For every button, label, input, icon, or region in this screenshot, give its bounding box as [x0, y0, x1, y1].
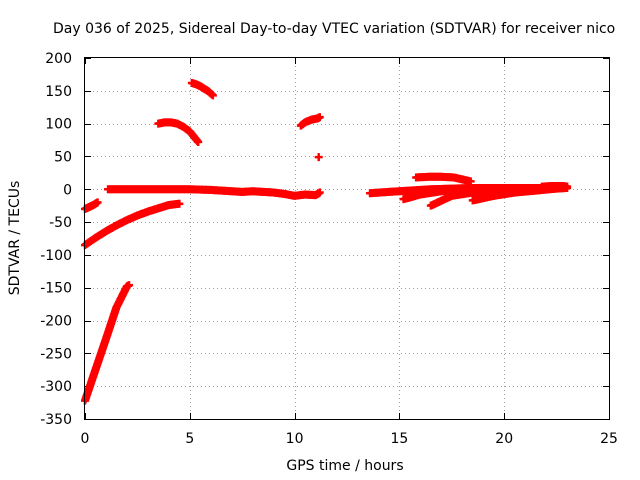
y-tick-label: -300 [40, 379, 72, 395]
data-point [208, 91, 217, 100]
y-tick-label: 0 [63, 182, 72, 198]
x-axis-label: GPS time / hours [286, 458, 403, 474]
y-tick-label: 150 [45, 84, 72, 100]
series-arc-1 [81, 281, 134, 405]
series-arc-8 [314, 153, 323, 162]
data-point [125, 281, 134, 290]
y-tick-label: -200 [40, 314, 72, 330]
plot-frame [84, 57, 610, 420]
series-arc-14 [537, 181, 572, 191]
series-arc-3 [81, 199, 184, 250]
y-tick-label: -100 [40, 248, 72, 264]
y-tick-label: -50 [49, 215, 72, 231]
series-arc-11 [412, 172, 475, 186]
series-arc-4 [104, 185, 324, 200]
data-point [315, 113, 324, 122]
data-point [175, 199, 184, 208]
data-point [314, 153, 323, 162]
axis-ticks: 0 5 10 15 20 25 -350 -300 -250 -200 -150 -100 -50 0 50… [40, 51, 618, 447]
data-point [466, 177, 475, 186]
x-tick-label: 20 [495, 431, 513, 447]
data-point [315, 188, 324, 197]
y-tick-label: -250 [40, 346, 72, 362]
x-tick-label: 25 [600, 431, 618, 447]
data-point [194, 138, 203, 147]
x-tick-label: 10 [286, 431, 304, 447]
x-tick-label: 5 [185, 431, 194, 447]
series-arc-5 [154, 118, 203, 147]
x-tick-label: 0 [81, 431, 90, 447]
y-tick-label: 100 [45, 117, 72, 133]
y-tick-label: 50 [54, 149, 72, 165]
x-tick-label: 15 [390, 431, 408, 447]
y-axis-label: SDTVAR / TECUs [7, 181, 23, 296]
chart-title: Day 036 of 2025, Sidereal Day-to-day VTE… [53, 21, 615, 37]
grid [85, 58, 609, 419]
data-points [81, 78, 572, 405]
series-arc-7 [296, 113, 324, 130]
data-point [93, 198, 102, 207]
data-point [563, 182, 572, 191]
y-tick-label: -150 [40, 281, 72, 297]
series-arc-6 [187, 78, 217, 100]
y-tick-label: 200 [45, 51, 72, 67]
y-tick-label: -350 [40, 412, 72, 428]
